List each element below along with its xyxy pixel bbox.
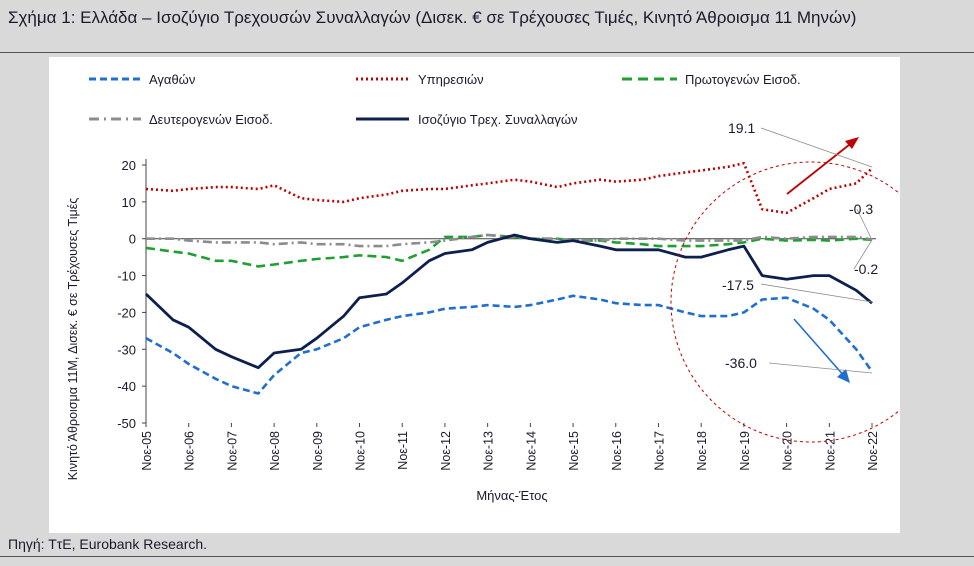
x-tick-label: Νοε-21 [823,431,837,471]
bottom-rule [0,556,974,557]
callout-line-goods [768,362,873,374]
legend-label-services: Υπηρεσιών [418,72,484,87]
x-tick-label: Νοε-08 [268,431,282,471]
x-tick-label: Νοε-11 [396,431,410,470]
x-tick-label: Νοε-05 [140,431,154,471]
x-tick-label: Νοε-19 [738,431,752,471]
x-tick-label: Νοε-22 [866,431,880,471]
legend-label-secondary: Δευτερογενών Εισοδ. [149,112,273,127]
axes: 20 10 0 -10 -20 -30 -40 -50 Νοε-05 Νοε-06 Νοε-07 Νο… [117,158,880,471]
y-axis-label: Κινητό Άθροισμα 11Μ, Δισεκ. € σε Τρέχουσ… [66,198,80,481]
highlight-overlay: 19.1 -0.3 -0.2 -17.5 -36.0 [670,120,952,443]
series-line-goods [145,294,874,395]
annotation-goods: -36.0 [725,355,757,371]
trend-arrowhead-down [837,369,850,383]
callout-line-balance [760,283,873,303]
legend-item-primary: Πρωτογενών Εισοδ. [622,72,801,87]
trend-arrow-down [793,318,846,378]
y-tick-label: -30 [117,342,136,357]
chart-panel: Αγαθών Υπηρεσιών Πρωτογενών Εισοδ. Δευτε… [49,57,952,533]
x-tick-label: Νοε-18 [695,431,709,471]
source-note: Πηγή: ΤτΕ, Eurobank Research. [8,536,208,552]
chart-title: Σχήμα 1: Ελλάδα – Ισοζύγιο Τρεχουσών Συν… [8,8,857,27]
x-tick-label: Νοε-10 [354,431,368,471]
x-tick-label: Νοε-14 [524,431,538,471]
x-tick-label: Νοε-16 [610,431,624,471]
legend-label-primary: Πρωτογενών Εισοδ. [685,72,801,87]
legend-label-balance: Ισοζύγιο Τρεχ. Συναλλαγών [418,112,578,127]
series-line-secondary [146,233,873,248]
annotation-secondary: -0.2 [854,261,878,277]
y-tick-label: 20 [122,158,136,173]
annotation-primary: -0.3 [849,201,873,217]
trend-arrowhead-up [845,137,859,149]
x-tick-label: Νοε-09 [311,431,325,471]
y-tick-label: 10 [122,195,136,210]
series-line-services [145,161,873,215]
legend-label-goods: Αγαθών [149,72,195,87]
callout-line-primary [856,208,873,241]
x-tick-label: Νοε-07 [225,431,239,471]
legend: Αγαθών Υπηρεσιών Πρωτογενών Εισοδ. Δευτε… [89,72,801,127]
x-tick-label: Νοε-17 [652,431,666,471]
y-tick-label: -40 [117,379,136,394]
legend-item-services: Υπηρεσιών [356,72,484,87]
trend-arrow-up [786,140,855,195]
y-tick-label: 0 [129,232,136,247]
callout-line-secondary [853,239,873,270]
title-rule [0,52,974,53]
annotation-services: 19.1 [728,120,755,136]
y-tick-label: -10 [117,269,136,284]
series-line-primary [145,233,873,268]
legend-item-secondary: Δευτερογενών Εισοδ. [89,112,273,127]
x-tick-label: Νοε-06 [183,431,197,471]
y-tick-label: -50 [117,416,136,431]
x-tick-label: Νοε-20 [781,431,795,471]
legend-item-goods: Αγαθών [89,72,195,87]
x-tick-label: Νοε-15 [567,431,581,471]
x-axis-label: Μήνας-Έτος [476,488,547,503]
x-tick-label: Νοε-12 [439,431,453,471]
series-lines [145,161,874,395]
series-line-balance [145,233,873,370]
legend-item-balance: Ισοζύγιο Τρεχ. Συναλλαγών [356,112,578,127]
y-tick-label: -20 [117,305,136,320]
x-tick-label: Νοε-13 [482,431,496,471]
chart-svg: Αγαθών Υπηρεσιών Πρωτογενών Εισοδ. Δευτε… [66,72,952,503]
annotation-balance: -17.5 [722,277,754,293]
callout-line-services [760,127,873,168]
